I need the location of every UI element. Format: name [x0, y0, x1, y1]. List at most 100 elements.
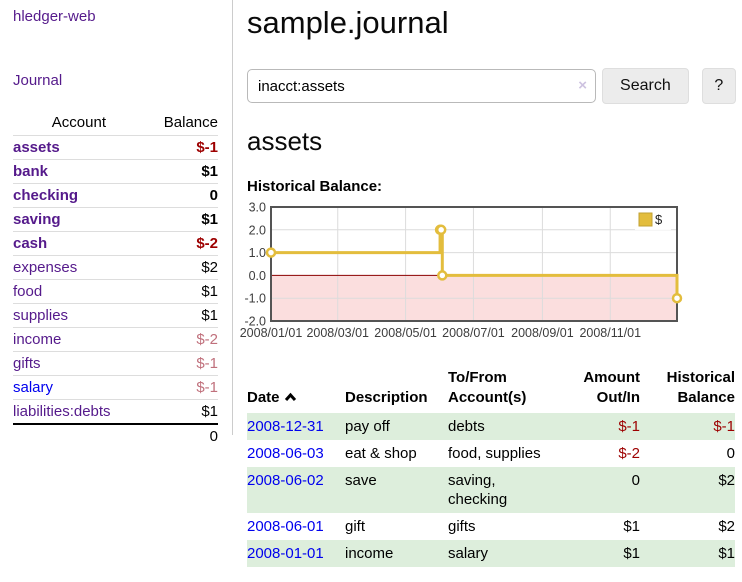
cell-date: 2008-06-01: [247, 513, 345, 540]
register-header-description: Description: [345, 389, 428, 406]
transaction-date-link[interactable]: 2008-06-01: [247, 518, 324, 535]
accounts-header-row: Account Balance: [13, 111, 218, 136]
register-row: 2008-06-02 save saving, checking 0 $2: [247, 467, 735, 513]
accounts-header-account: Account: [51, 114, 106, 131]
accounts-header-balance: Balance: [163, 114, 218, 131]
x-tick-label: 2008/07/01: [442, 326, 505, 340]
account-row: gifts $-1: [13, 351, 218, 376]
chart-title: Historical Balance:: [247, 178, 383, 195]
data-point-marker: [265, 247, 277, 258]
account-link[interactable]: food: [13, 283, 43, 300]
account-link[interactable]: expenses: [13, 259, 78, 276]
account-balance: $2: [144, 255, 218, 280]
cell-amount: $-1: [560, 413, 640, 440]
cell-amount: $-2: [618, 445, 640, 462]
cell-date: 2008-06-03: [247, 440, 345, 467]
plot-border: [270, 206, 678, 322]
sidebar: hledger-web Journal Account Balance asse…: [0, 0, 233, 448]
cell-description: save: [345, 467, 448, 513]
register-row: 2008-06-01 gift gifts $1 $2: [247, 513, 735, 540]
account-link[interactable]: supplies: [13, 307, 69, 324]
account-row: bank $1: [13, 159, 218, 184]
accounts-table: Account Balance assets $-1 bank $1 checking 0…: [13, 111, 218, 448]
cell-accounts: food, supplies: [448, 445, 541, 462]
cell-balance: $2: [718, 518, 735, 535]
account-row: salary $-1: [13, 375, 218, 400]
account-link[interactable]: gifts: [13, 355, 41, 372]
account-row: food $1: [13, 279, 218, 304]
cell-balance: $1: [640, 540, 735, 567]
cell-accounts: saving, checking: [448, 467, 560, 513]
account-row: liabilities:debts $1: [13, 399, 218, 424]
help-button[interactable]: ?: [701, 68, 736, 104]
page-title: sample.journal: [247, 5, 449, 40]
account-link[interactable]: bank: [13, 163, 49, 180]
y-tick-label: -1.0: [244, 292, 266, 306]
register-row: 2008-12-31 pay off debts $-1 $-1: [247, 413, 735, 440]
y-tick-label: 1.0: [249, 246, 266, 260]
search-button[interactable]: Search: [602, 68, 689, 104]
account-link[interactable]: salary: [13, 379, 54, 396]
x-tick-label: 2008/01/01: [240, 326, 303, 340]
transaction-date-link[interactable]: 2008-12-31: [247, 418, 324, 435]
account-link[interactable]: liabilities:debts: [13, 403, 111, 420]
cell-date: 2008-12-31: [247, 413, 345, 440]
account-row: saving $1: [13, 207, 218, 232]
data-point-marker: [437, 270, 448, 281]
legend-label: $: [655, 212, 663, 227]
search-input[interactable]: [247, 69, 597, 103]
account-balance: $-2: [144, 327, 218, 352]
account-row: supplies $1: [13, 303, 218, 328]
account-link[interactable]: checking: [13, 187, 79, 204]
register-header-balance: Historical Balance: [666, 369, 735, 406]
sort-ascending-icon: [284, 392, 296, 402]
account-link[interactable]: cash: [13, 235, 48, 252]
x-tick-label: 2008/11/01: [579, 326, 641, 340]
search-form: × Search ?: [247, 68, 736, 104]
account-balance: $1: [144, 279, 218, 304]
cell-accounts: salary: [448, 540, 560, 567]
y-tick-label: 0.0: [249, 269, 266, 283]
account-balance: $1: [144, 207, 218, 232]
main-content: sample.journal × Search ? assets Histori…: [233, 0, 742, 567]
cell-date: 2008-01-01: [247, 540, 345, 567]
account-balance: $-2: [144, 231, 218, 256]
register-table: Date Description To/From Account(s) Amount …: [247, 366, 735, 567]
account-link[interactable]: income: [13, 331, 62, 348]
clear-search-icon[interactable]: ×: [578, 77, 588, 94]
cell-description: gift: [345, 518, 366, 535]
account-row: cash $-2: [13, 231, 218, 256]
account-balance: $-1: [144, 351, 218, 376]
register-header-accounts: To/From Account(s): [448, 369, 527, 406]
transaction-date-link[interactable]: 2008-01-01: [247, 545, 324, 562]
cell-amount: $1: [623, 518, 640, 535]
register-header-date[interactable]: Date: [247, 366, 345, 413]
accounts-total-spacer: [13, 423, 145, 448]
account-balance: $1: [144, 399, 218, 424]
account-row: income $-2: [13, 327, 218, 352]
legend-swatch: [638, 212, 653, 227]
cell-balance: $2: [640, 467, 735, 513]
account-balance: 0: [144, 183, 218, 208]
transaction-date-link[interactable]: 2008-06-02: [247, 472, 324, 489]
account-row: checking 0: [13, 183, 218, 208]
sidebar-item-journal[interactable]: Journal: [13, 72, 63, 89]
account-balance: $-1: [144, 375, 218, 400]
app-title-link[interactable]: hledger-web: [13, 8, 96, 25]
accounts-total-row: 0: [13, 423, 218, 448]
cell-date: 2008-06-02: [247, 467, 345, 513]
y-tick-label: 3.0: [249, 201, 266, 215]
x-tick-label: 2008/03/01: [306, 326, 369, 340]
register-row: 2008-01-01 income salary $1 $1: [247, 540, 735, 567]
register-header-row: Date Description To/From Account(s) Amount …: [247, 366, 735, 413]
cell-accounts: gifts: [448, 518, 476, 535]
cell-accounts: debts: [448, 413, 560, 440]
y-tick-label: -2.0: [244, 315, 266, 329]
account-link[interactable]: saving: [13, 211, 61, 228]
account-balance: $1: [144, 159, 218, 184]
cell-description: income: [345, 540, 448, 567]
account-link[interactable]: assets: [13, 139, 60, 156]
transaction-date-link[interactable]: 2008-06-03: [247, 445, 324, 462]
